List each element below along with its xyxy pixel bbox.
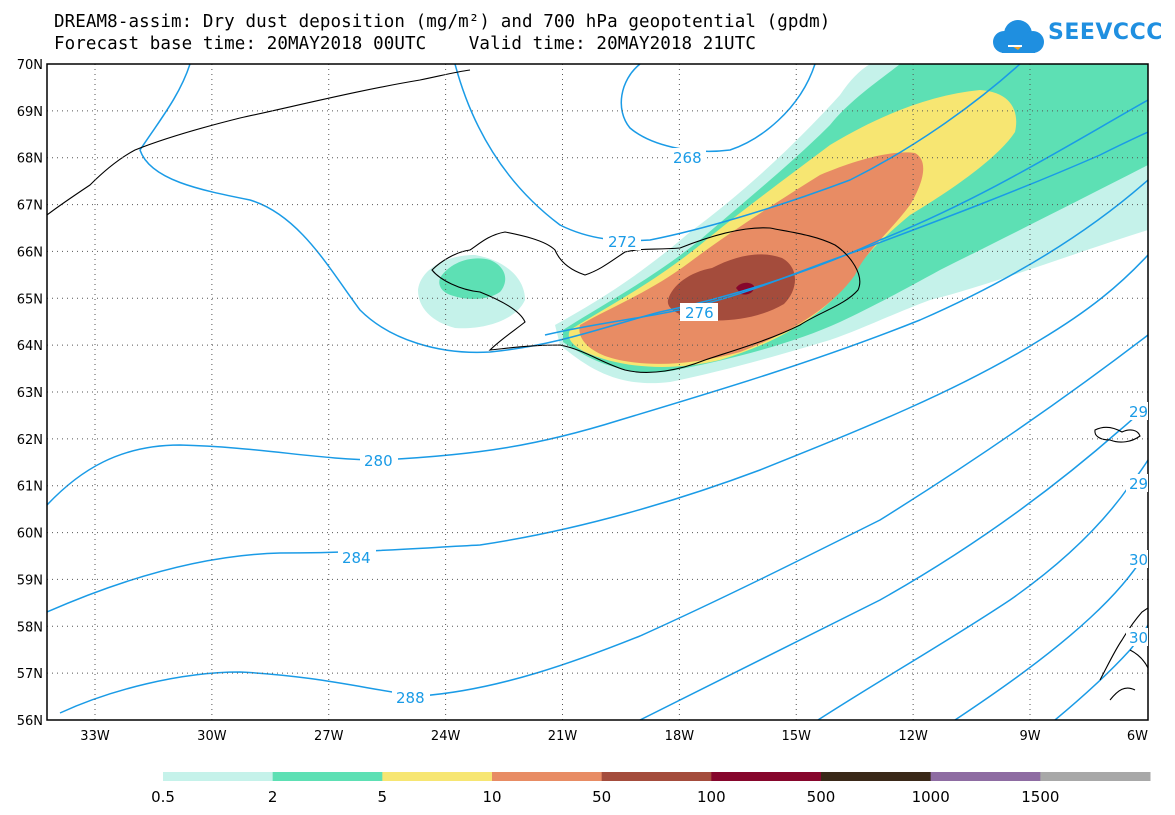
lon-tick-label: 33W bbox=[80, 729, 110, 744]
legend-label: 500 bbox=[807, 788, 836, 806]
contour-label-292: 29 bbox=[1129, 403, 1148, 421]
plot-frame bbox=[46, 63, 1149, 721]
contour-label-272: 272 bbox=[608, 233, 637, 251]
contour-272 bbox=[139, 64, 1148, 354]
legend-swatch bbox=[711, 772, 822, 781]
lon-tick-label: 27W bbox=[314, 729, 344, 744]
dust-band-2-west bbox=[439, 258, 506, 299]
lat-tick-label: 69N bbox=[17, 105, 43, 120]
lon-tick-label: 18W bbox=[665, 729, 695, 744]
logo-text: SEEVCCC bbox=[1048, 20, 1163, 45]
dust-deposition-field bbox=[418, 64, 1148, 384]
legend-swatch bbox=[930, 772, 1041, 781]
legend-swatch bbox=[821, 772, 932, 781]
contour-label-284: 284 bbox=[342, 549, 371, 567]
contour-300 bbox=[954, 549, 1148, 720]
lon-tick-label: 21W bbox=[548, 729, 578, 744]
lon-tick-label: 9W bbox=[1019, 729, 1040, 744]
lat-tick-label: 58N bbox=[17, 620, 43, 635]
lat-tick-label: 65N bbox=[17, 292, 43, 307]
contour-268-north bbox=[620, 64, 816, 153]
legend-swatch bbox=[272, 772, 383, 781]
lon-tick-label: 15W bbox=[782, 729, 812, 744]
legend-label: 5 bbox=[378, 788, 388, 806]
lat-tick-label: 57N bbox=[17, 667, 43, 682]
contour-label-304: 30 bbox=[1129, 629, 1148, 647]
faroe-islands-coast bbox=[1094, 426, 1141, 443]
contour-label-276: 276 bbox=[685, 304, 714, 322]
contour-280 bbox=[47, 179, 1148, 506]
lon-tick-label: 30W bbox=[197, 729, 227, 744]
lat-tick-label: 62N bbox=[17, 433, 43, 448]
legend-swatch bbox=[492, 772, 603, 781]
lat-tick-label: 59N bbox=[17, 573, 43, 588]
longitude-ticks: 33W 30W 27W 24W 21W 18W 15W 12W 9W 6W bbox=[80, 729, 1148, 744]
latitude-ticks: 70N 69N 68N 67N 66N 65N 64N 63N 62N 61N 60N 59N 58N 5… bbox=[17, 58, 43, 729]
legend-label: 50 bbox=[592, 788, 611, 806]
lon-tick-label: 6W bbox=[1127, 729, 1148, 744]
contour-292 bbox=[639, 404, 1148, 720]
lat-tick-label: 67N bbox=[17, 199, 43, 214]
contour-label-296: 29 bbox=[1129, 475, 1148, 493]
cloud-icon bbox=[993, 20, 1044, 53]
lon-tick-label: 12W bbox=[898, 729, 928, 744]
contour-labels: 268 272 276 280 284 288 29 29 30 30 bbox=[338, 148, 1148, 707]
contour-label-268: 268 bbox=[673, 149, 702, 167]
lat-tick-label: 60N bbox=[17, 527, 43, 542]
legend-label: 0.5 bbox=[151, 788, 175, 806]
legend-label: 2 bbox=[268, 788, 278, 806]
lat-tick-label: 66N bbox=[17, 245, 43, 260]
legend-swatch bbox=[382, 772, 493, 781]
contour-288 bbox=[59, 334, 1148, 714]
contour-276 bbox=[544, 131, 1148, 336]
lat-tick-label: 64N bbox=[17, 339, 43, 354]
legend-label: 100 bbox=[697, 788, 726, 806]
greenland-coast bbox=[47, 69, 471, 216]
scotland-coast bbox=[1099, 607, 1148, 701]
lat-tick-label: 61N bbox=[17, 480, 43, 495]
contour-label-300: 30 bbox=[1129, 551, 1148, 569]
chart-title: DREAM8-assim: Dry dust deposition (mg/m²… bbox=[54, 12, 831, 32]
lon-tick-label: 24W bbox=[431, 729, 461, 744]
lat-tick-label: 68N bbox=[17, 152, 43, 167]
legend-label: 10 bbox=[482, 788, 501, 806]
chart-subtitle-times: Forecast base time: 20MAY2018 00UTC Vali… bbox=[54, 34, 756, 54]
geopotential-contours bbox=[47, 64, 1148, 720]
lat-tick-label: 56N bbox=[17, 714, 43, 729]
legend-label: 1500 bbox=[1021, 788, 1059, 806]
legend-label: 1000 bbox=[912, 788, 950, 806]
lat-tick-label: 70N bbox=[17, 58, 43, 73]
coastlines bbox=[47, 69, 1148, 701]
legend-swatch bbox=[163, 772, 274, 781]
contour-284 bbox=[47, 254, 1148, 613]
contour-268 bbox=[454, 64, 1021, 242]
contour-label-288: 288 bbox=[396, 689, 425, 707]
iceland-coast bbox=[431, 227, 861, 373]
contour-label-280: 280 bbox=[364, 452, 393, 470]
legend-swatch bbox=[1040, 772, 1151, 781]
lat-tick-label: 63N bbox=[17, 386, 43, 401]
seevccc-logo bbox=[993, 20, 1044, 53]
graticule-grid bbox=[47, 64, 1148, 720]
color-legend: 0.5 2 5 10 50 100 500 1000 1500 bbox=[151, 772, 1151, 806]
legend-swatch bbox=[601, 772, 712, 781]
